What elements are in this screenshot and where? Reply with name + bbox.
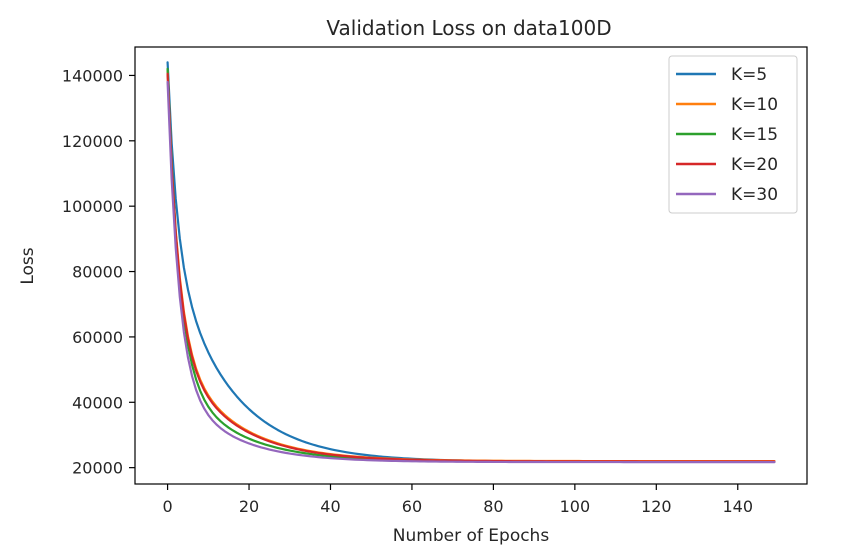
legend-label: K=15 bbox=[731, 125, 778, 145]
y-tick-label: 120000 bbox=[62, 132, 123, 151]
x-tick-label: 60 bbox=[402, 497, 422, 516]
chart-title: Validation Loss on data100D bbox=[326, 16, 611, 40]
legend-label: K=10 bbox=[731, 95, 778, 115]
x-axis-ticks: 0 20 40 60 80 100 120 140 bbox=[162, 484, 753, 516]
x-tick-label: 0 bbox=[162, 497, 172, 516]
legend-label: K=20 bbox=[731, 155, 778, 175]
y-tick-label: 100000 bbox=[62, 197, 123, 216]
series-line-k-30 bbox=[166, 80, 776, 464]
x-tick-label: 40 bbox=[320, 497, 340, 516]
x-tick-label: 100 bbox=[560, 497, 591, 516]
y-tick-label: 20000 bbox=[72, 459, 123, 478]
y-axis-label: Loss bbox=[18, 247, 38, 284]
y-tick-label: 60000 bbox=[72, 328, 123, 347]
plot-area bbox=[166, 61, 776, 464]
y-tick-label: 40000 bbox=[72, 393, 123, 412]
legend-label: K=5 bbox=[731, 65, 767, 85]
y-tick-label: 80000 bbox=[72, 263, 123, 282]
legend: K=5 K=10 K=15 K=20 K=30 bbox=[668, 55, 798, 214]
y-tick-label: 140000 bbox=[62, 66, 123, 85]
axes-frame bbox=[134, 46, 808, 485]
legend-label: K=30 bbox=[731, 185, 778, 205]
y-axis-ticks: 20000 40000 60000 80000 100000 120000 140000 bbox=[62, 66, 135, 478]
x-tick-label: 20 bbox=[239, 497, 259, 516]
x-tick-label: 140 bbox=[722, 497, 753, 516]
x-tick-label: 80 bbox=[483, 497, 503, 516]
x-tick-label: 120 bbox=[641, 497, 672, 516]
legend-frame bbox=[668, 55, 798, 214]
x-axis-label: Number of Epochs bbox=[393, 526, 550, 546]
